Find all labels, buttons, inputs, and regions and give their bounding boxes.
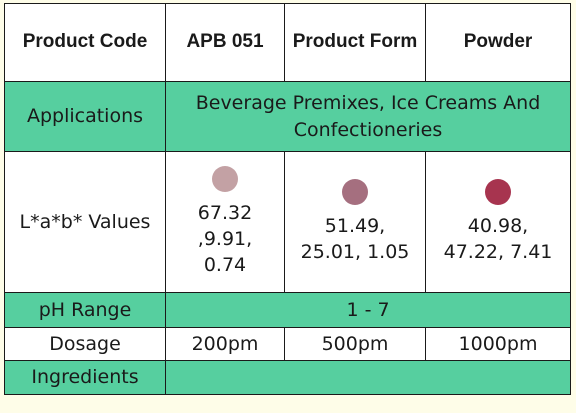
applications-value: Beverage Premixes, Ice Creams And Confec… [165,81,571,152]
lab-value-1: 67.32 ,9.91, 0.74 [197,201,253,277]
lab-value-cell-1: 67.32 ,9.91, 0.74 [165,151,285,293]
ingredients-label: Ingredients [4,360,166,395]
product-spec-table: Product Code APB 051 Product Form Powder… [4,3,571,395]
product-code-value: APB 051 [165,3,285,82]
applications-label: Applications [4,81,166,152]
color-swatch-2 [342,178,368,205]
header-row: Product Code APB 051 Product Form Powder [4,3,571,82]
lab-value-2: 51.49, 25.01, 1.05 [300,214,410,263]
dosage-row: Dosage 200pm 500pm 1000pm [4,327,571,361]
product-form-value: Powder [425,3,571,82]
lab-value-cell-3: 40.98, 47.22, 7.41 [425,151,571,293]
applications-row: Applications Beverage Premixes, Ice Crea… [4,81,571,152]
ph-label: pH Range [4,292,166,328]
lab-values-label: L*a*b* Values [4,151,166,293]
dosage-value-2: 500pm [284,327,426,361]
product-form-label: Product Form [284,3,426,82]
color-swatch-1 [212,165,238,192]
lab-value-cell-2: 51.49, 25.01, 1.05 [284,151,426,293]
ph-value: 1 - 7 [165,292,571,328]
ingredients-row: Ingredients [4,360,571,395]
ph-row: pH Range 1 - 7 [4,292,571,328]
product-code-label: Product Code [4,3,166,82]
dosage-value-1: 200pm [165,327,285,361]
ingredients-value [165,360,571,395]
lab-values-row: L*a*b* Values 67.32 ,9.91, 0.74 51.49, 2… [4,151,571,293]
dosage-label: Dosage [4,327,166,361]
dosage-value-3: 1000pm [425,327,571,361]
lab-value-3: 40.98, 47.22, 7.41 [443,214,553,263]
color-swatch-3 [485,178,511,205]
